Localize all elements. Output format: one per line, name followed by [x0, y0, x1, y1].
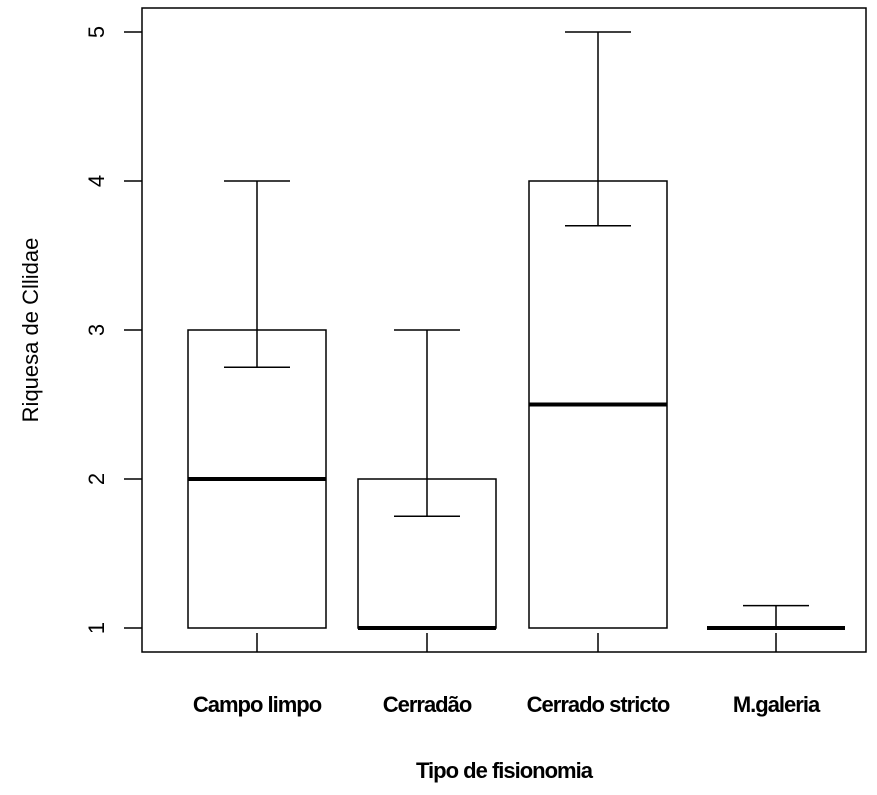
x-tick-label-cerrado-stricto: Cerrado stricto	[527, 692, 670, 717]
x-axis-title: Tipo de fisionomia	[416, 758, 594, 783]
box-group-cerrad-o	[357, 329, 497, 630]
box-group-campo-limpo	[187, 180, 327, 629]
x-tick-label-cerrad-o: Cerradão	[383, 692, 472, 717]
x-axis: Campo limpo Cerradão Cerrado stricto M.gale…	[193, 633, 822, 717]
y-tick-label-4: 4	[84, 175, 109, 187]
box-group-m-galeria	[707, 604, 845, 630]
box-group-cerrado-stricto	[528, 31, 668, 629]
y-tick-label-3: 3	[84, 324, 109, 336]
y-axis-title: Riquesa de Cllidae	[18, 238, 43, 423]
x-tick-label-m-galeria: M.galeria	[733, 692, 821, 717]
y-axis: 1 2 3 4 5	[84, 26, 142, 634]
y-tick-label-5: 5	[84, 26, 109, 38]
y-tick-label-1: 1	[84, 622, 109, 634]
x-tick-label-campo-limpo: Campo limpo	[193, 692, 322, 717]
y-tick-label-2: 2	[84, 473, 109, 485]
chart-marks	[187, 31, 845, 630]
